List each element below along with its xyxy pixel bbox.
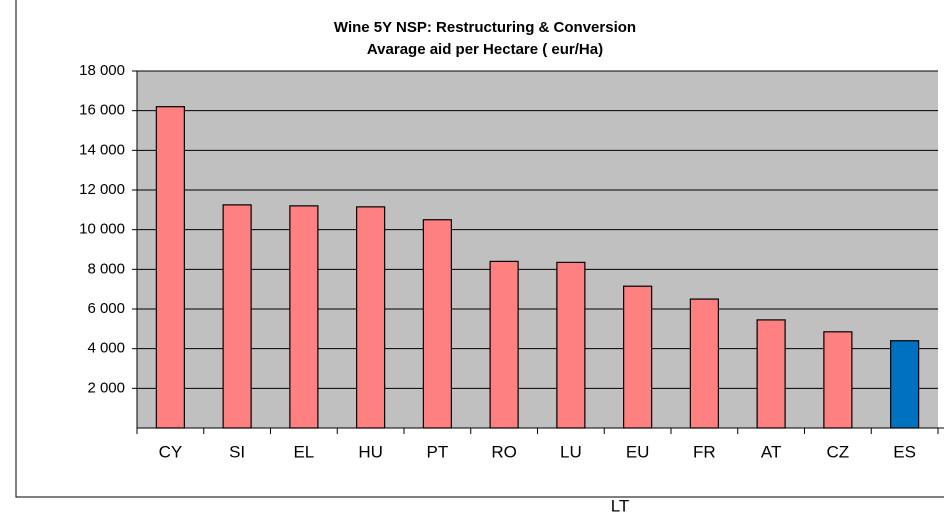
plot-area: [137, 71, 938, 428]
bar: [422, 219, 452, 429]
x-tick-label: CZ: [827, 442, 850, 461]
y-tick-label: 12 000: [79, 181, 125, 198]
x-tick-label: AT: [761, 442, 781, 461]
x-tick-label: PT: [427, 442, 449, 461]
bar: [289, 205, 319, 429]
bar: [890, 340, 920, 429]
bar: [823, 331, 853, 429]
y-tick-label: 8 000: [87, 260, 125, 277]
chart-subtitle: Avarage aid per Hectare ( eur/Ha): [367, 41, 603, 58]
x-tick-label: EL: [293, 442, 314, 461]
bar: [689, 298, 719, 429]
y-tick-label: 10 000: [79, 221, 125, 238]
y-tick-label: 2 000: [87, 379, 125, 396]
x-tick-label: EU: [626, 442, 650, 461]
x-tick-label: LU: [560, 442, 582, 461]
y-tick-label: 4 000: [87, 340, 125, 357]
y-tick-label: 16 000: [79, 102, 125, 119]
x-tick-label: ES: [893, 442, 916, 461]
x-tick-label: RO: [491, 442, 517, 461]
bar: [356, 206, 386, 429]
x-tick-label: HU: [358, 442, 383, 461]
bar: [756, 319, 786, 429]
bar: [489, 260, 519, 429]
y-tick-label: 18 000: [79, 62, 125, 79]
bar: [623, 285, 653, 429]
chart-title: Wine 5Y NSP: Restructuring & Conversion: [334, 19, 636, 36]
bar: [556, 261, 586, 429]
bar: [222, 204, 252, 429]
x-tick-label: FR: [693, 442, 716, 461]
x-tick-label: SI: [229, 442, 245, 461]
annotation: LT: [611, 496, 630, 515]
y-tick-label: 14 000: [79, 141, 125, 158]
bar: [155, 106, 185, 429]
y-tick-label: 6 000: [87, 300, 125, 317]
x-tick-label: CY: [159, 442, 183, 461]
